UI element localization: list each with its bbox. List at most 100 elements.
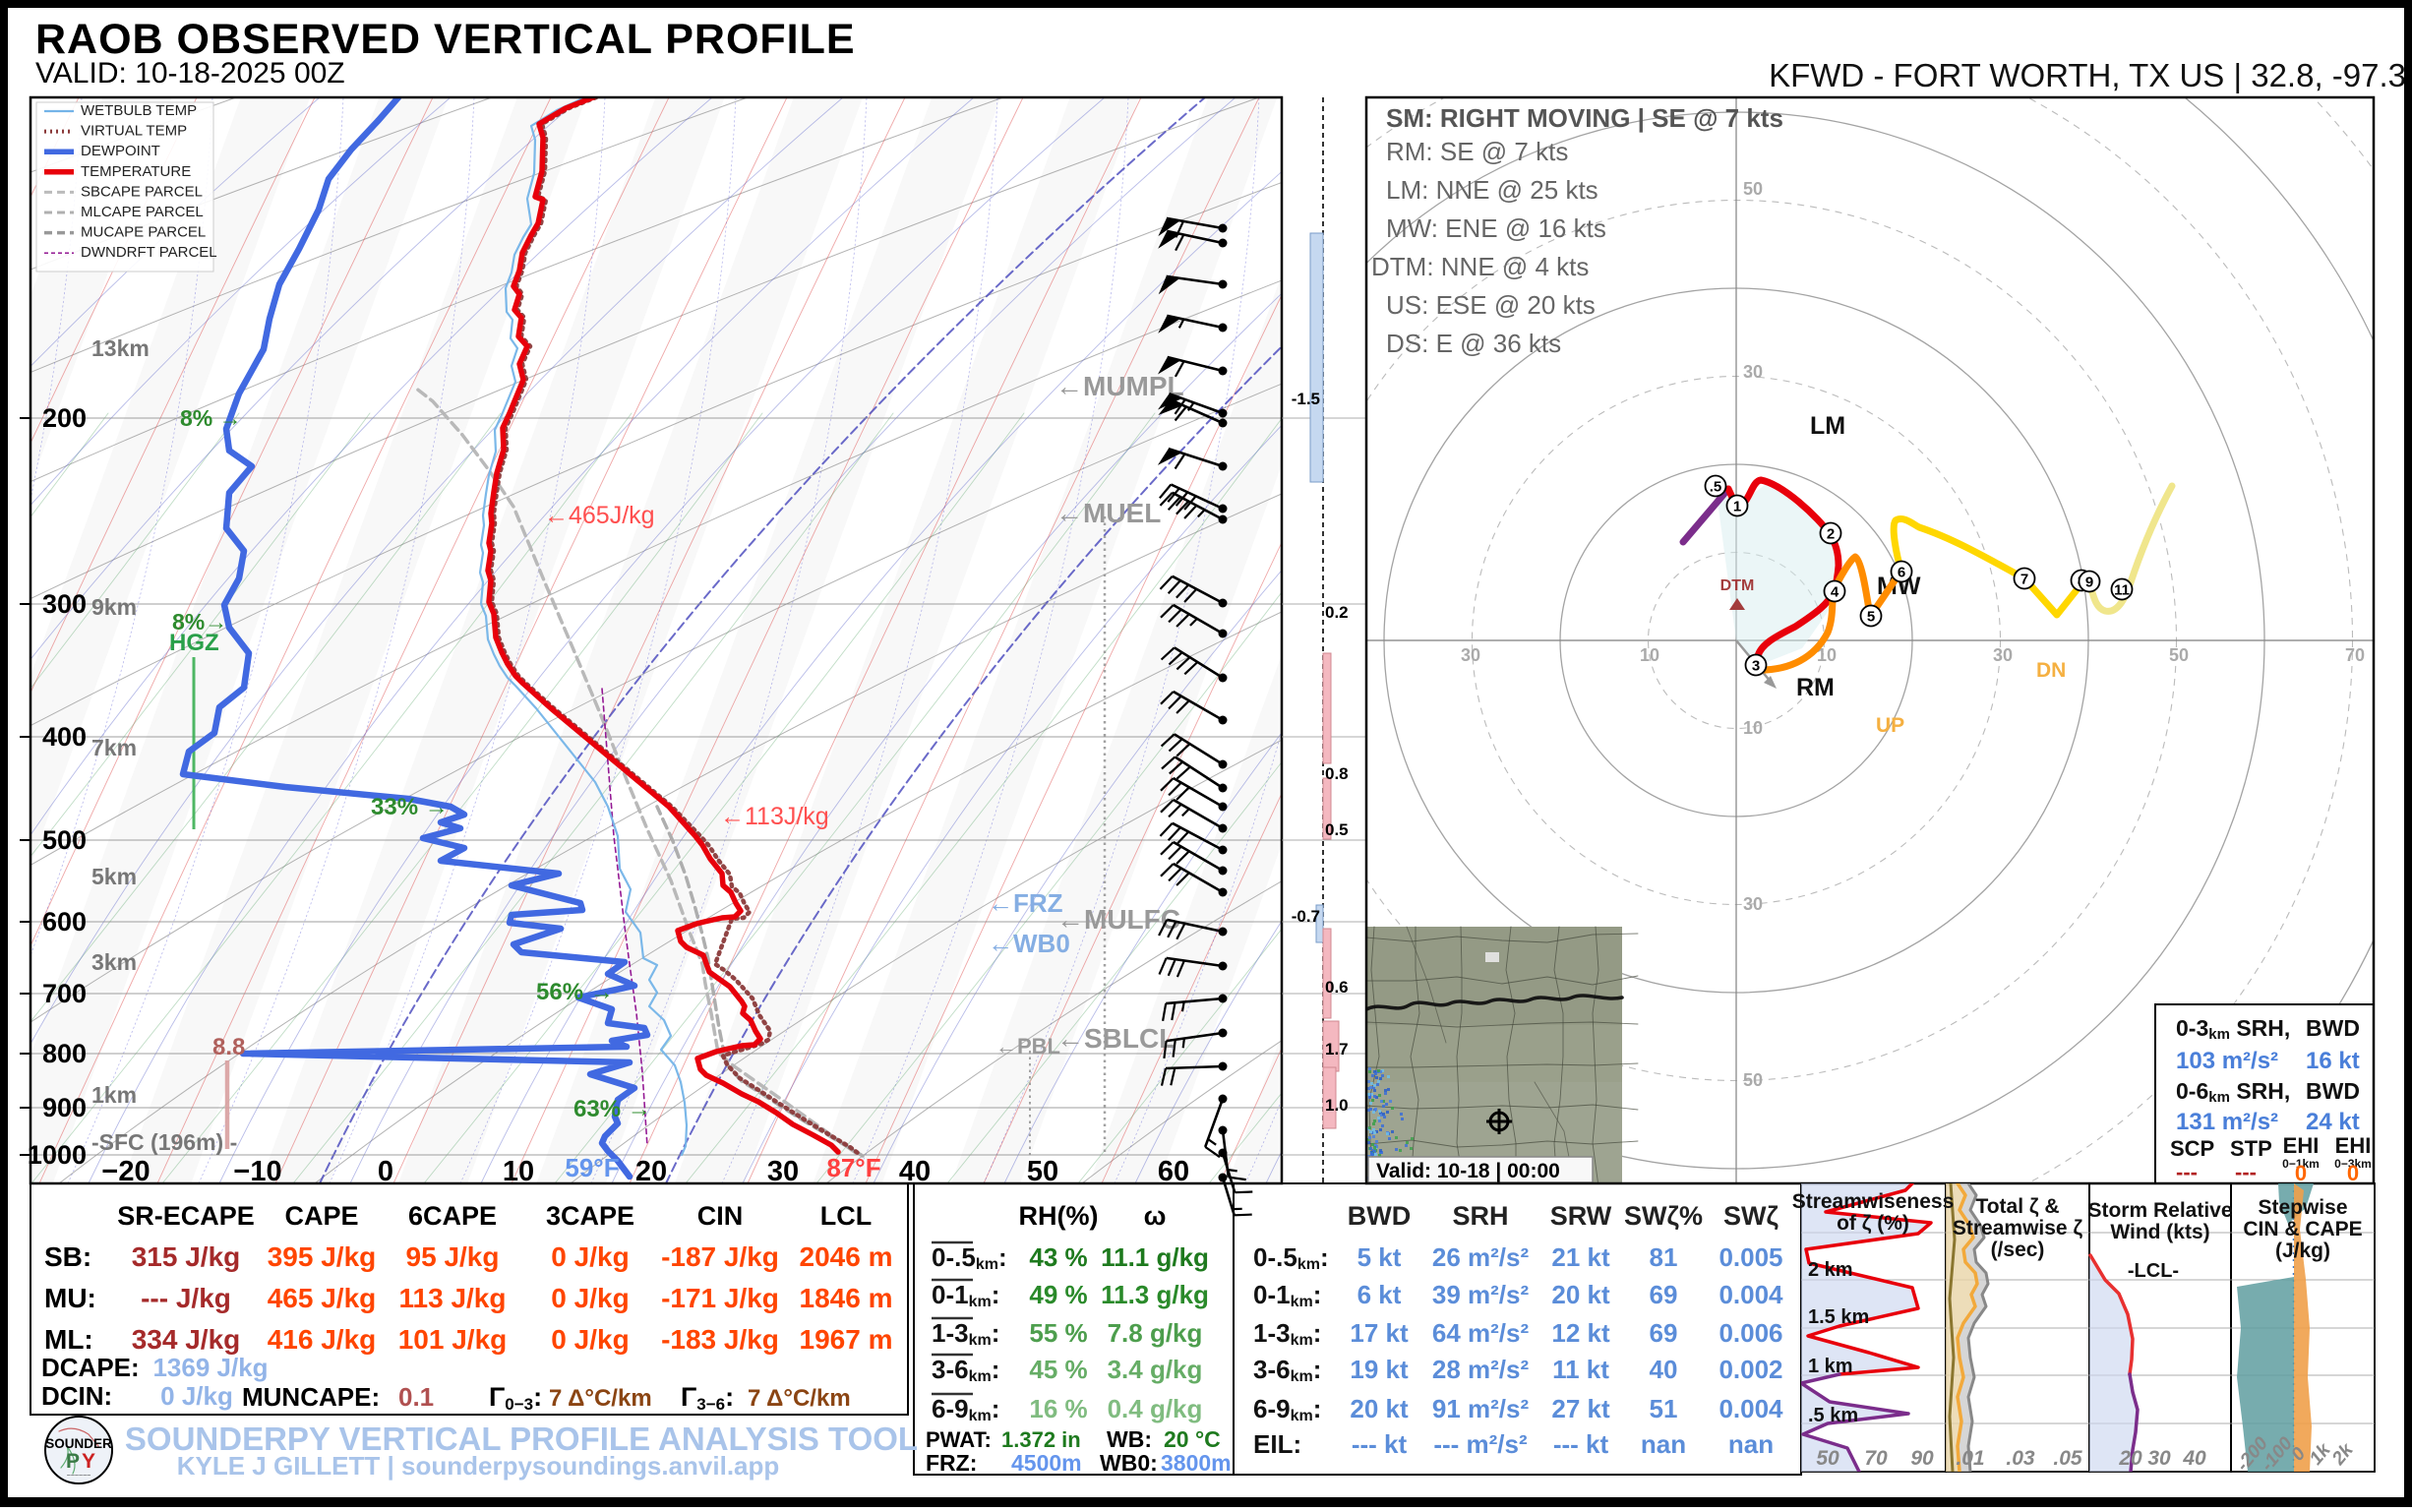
svg-text:WB:: WB: [1107, 1426, 1152, 1452]
svg-text:113 J/kg: 113 J/kg [399, 1283, 507, 1313]
svg-text:4: 4 [1831, 584, 1839, 601]
svg-text:FRZ:: FRZ: [926, 1450, 977, 1476]
svg-text:400: 400 [42, 722, 87, 752]
svg-text:←FRZ: ←FRZ [988, 888, 1063, 918]
svg-text:63% →: 63% → [573, 1096, 651, 1122]
svg-text:KFWD - FORT WORTH, TX US | 32.: KFWD - FORT WORTH, TX US | 32.8, -97.3 [1769, 57, 2406, 93]
svg-text:-0.7: -0.7 [1292, 907, 1320, 926]
svg-text:Total ζ &: Total ζ & [1975, 1195, 2059, 1218]
svg-text:0.004: 0.004 [1719, 1394, 1783, 1423]
svg-text:1.5 km: 1.5 km [1808, 1306, 1869, 1328]
svg-text:PWAT:: PWAT: [926, 1427, 992, 1452]
svg-text:0.004: 0.004 [1719, 1280, 1783, 1309]
svg-text:MUCAPE PARCEL: MUCAPE PARCEL [81, 224, 206, 241]
svg-text:33% →: 33% → [371, 794, 449, 820]
svg-text:0: 0 [2347, 1161, 2359, 1185]
svg-text:13km: 13km [91, 335, 150, 361]
svg-text:0.005: 0.005 [1719, 1242, 1782, 1272]
svg-text:30: 30 [1743, 362, 1763, 382]
svg-text:WETBULB TEMP: WETBULB TEMP [81, 102, 197, 119]
svg-text:WB0:: WB0: [1100, 1450, 1158, 1476]
svg-text:600: 600 [42, 907, 87, 937]
svg-text:←MUMPL: ←MUMPL [1055, 371, 1184, 401]
svg-text:20: 20 [2118, 1447, 2142, 1470]
svg-text:DWNDRFT PARCEL: DWNDRFT PARCEL [81, 244, 217, 261]
svg-text:7: 7 [2020, 572, 2028, 588]
svg-text:DTM: NNE @ 4 kts: DTM: NNE @ 4 kts [1371, 252, 1589, 281]
svg-text:7 Δ°C/km: 7 Δ°C/km [549, 1385, 652, 1412]
svg-text:SWζ%: SWζ% [1624, 1201, 1703, 1231]
svg-text:11.3 g/kg: 11.3 g/kg [1101, 1280, 1209, 1309]
svg-text:US: ESE @ 20 kts: US: ESE @ 20 kts [1386, 290, 1596, 320]
svg-text:101 J/kg: 101 J/kg [398, 1324, 508, 1355]
svg-text:8.8: 8.8 [212, 1034, 245, 1060]
svg-text:300: 300 [42, 589, 87, 619]
svg-text:-LCL-: -LCL- [2128, 1260, 2179, 1282]
svg-text:DCIN:: DCIN: [41, 1381, 112, 1411]
svg-text:3800m: 3800m [1161, 1450, 1232, 1476]
svg-text:KYLE J GILLETT | sounderpysoun: KYLE J GILLETT | sounderpysoundings.anvi… [177, 1451, 780, 1481]
svg-text:.5 km: .5 km [1808, 1405, 1858, 1426]
svg-text:0: 0 [2295, 1161, 2307, 1185]
svg-text:50: 50 [1816, 1447, 1839, 1470]
svg-text:20 °C: 20 °C [1164, 1426, 1221, 1452]
svg-text:.03: .03 [2006, 1447, 2035, 1470]
svg-text:DTM: DTM [1720, 577, 1755, 594]
svg-text:56% →: 56% → [536, 979, 614, 1005]
svg-text:334 J/kg: 334 J/kg [132, 1324, 241, 1355]
svg-text:CIN: CIN [697, 1201, 744, 1231]
svg-text:50: 50 [1743, 1070, 1763, 1090]
svg-text:81: 81 [1650, 1242, 1678, 1272]
svg-text:26 m²/s²: 26 m²/s² [1432, 1242, 1530, 1272]
svg-text:0.002: 0.002 [1719, 1355, 1782, 1384]
svg-text:.5: .5 [1710, 479, 1722, 496]
svg-text:1km: 1km [91, 1082, 137, 1108]
svg-text:Streamwiseness: Streamwiseness [1792, 1190, 1955, 1213]
svg-text:6: 6 [1898, 565, 1905, 581]
svg-text:0.5: 0.5 [1325, 820, 1349, 839]
svg-text:CIN & CAPE: CIN & CAPE [2243, 1218, 2362, 1240]
svg-text:70: 70 [1864, 1447, 1888, 1470]
svg-text:-1.5: -1.5 [1292, 390, 1320, 408]
svg-text:28 m²/s²: 28 m²/s² [1432, 1355, 1530, 1384]
svg-text:UP: UP [1876, 714, 1904, 737]
svg-text:1369 J/kg: 1369 J/kg [152, 1353, 268, 1382]
svg-text:nan: nan [1641, 1429, 1686, 1459]
svg-text:←PBL: ←PBL [995, 1034, 1060, 1058]
svg-text:SRH: SRH [1452, 1201, 1508, 1231]
svg-text:--- kt: --- kt [1553, 1429, 1609, 1459]
svg-text:0.4 g/kg: 0.4 g/kg [1108, 1394, 1203, 1423]
svg-text:BWD: BWD [1348, 1201, 1411, 1231]
svg-text:1.0: 1.0 [1325, 1096, 1349, 1115]
svg-text:43 %: 43 % [1029, 1242, 1087, 1272]
svg-text:7.8 g/kg: 7.8 g/kg [1108, 1318, 1203, 1348]
svg-text:SOUNDER: SOUNDER [45, 1436, 112, 1451]
svg-text:0.2: 0.2 [1325, 603, 1349, 622]
svg-text:MU:: MU: [44, 1283, 96, 1313]
svg-text:MUNCAPE:: MUNCAPE: [242, 1382, 380, 1412]
svg-text:45 %: 45 % [1029, 1355, 1087, 1384]
svg-text:50: 50 [1743, 179, 1763, 199]
svg-text:10: 10 [1743, 718, 1763, 738]
svg-text:4500m: 4500m [1011, 1450, 1082, 1476]
svg-text:0 J/kg: 0 J/kg [551, 1241, 629, 1272]
svg-text:16 kt: 16 kt [2306, 1048, 2360, 1074]
svg-text:---: --- [2176, 1160, 2198, 1184]
svg-text:of ζ (%): of ζ (%) [1837, 1212, 1909, 1235]
svg-text:10: 10 [1640, 645, 1659, 665]
svg-text:-SFC (196m) -: -SFC (196m) - [91, 1129, 237, 1155]
svg-text:HGZ: HGZ [169, 630, 219, 656]
svg-text:27 kt: 27 kt [1551, 1394, 1610, 1423]
svg-text:DCAPE:: DCAPE: [41, 1353, 140, 1382]
svg-text:69: 69 [1650, 1318, 1678, 1348]
svg-text:2 km: 2 km [1808, 1259, 1853, 1281]
svg-text:SB:: SB: [44, 1241, 91, 1272]
svg-text:MW: ENE @ 16 kts: MW: ENE @ 16 kts [1386, 213, 1606, 243]
svg-text:90: 90 [1910, 1447, 1934, 1470]
svg-text:Y: Y [82, 1450, 95, 1473]
svg-text:59°F: 59°F [565, 1153, 619, 1182]
svg-text:21 kt: 21 kt [1551, 1242, 1610, 1272]
svg-text:RAOB OBSERVED VERTICAL PROFILE: RAOB OBSERVED VERTICAL PROFILE [35, 16, 856, 63]
svg-text:DN: DN [2036, 659, 2066, 682]
svg-text:SR-ECAPE: SR-ECAPE [117, 1201, 255, 1231]
